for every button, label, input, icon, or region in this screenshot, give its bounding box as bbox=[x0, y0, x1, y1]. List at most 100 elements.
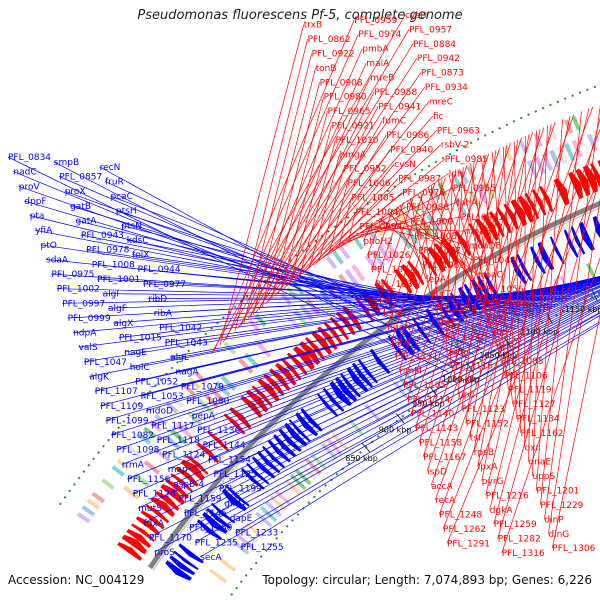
gene-label: algF bbox=[108, 304, 127, 314]
gene-label: proX bbox=[65, 187, 86, 197]
gene-leader-line bbox=[524, 135, 526, 448]
gene-label: pepA bbox=[192, 412, 216, 422]
gene-leader-line bbox=[309, 154, 340, 268]
gene-label: PFL_1156 bbox=[127, 475, 170, 485]
gene-label: algI bbox=[103, 290, 119, 300]
reverse-cds-arrow bbox=[369, 348, 391, 374]
gene-label: tsf bbox=[470, 434, 482, 444]
gene-label: PFL_1167 bbox=[423, 453, 466, 463]
feature-block bbox=[231, 539, 250, 555]
gene-label: PFL_0999 bbox=[68, 314, 111, 324]
feature-block bbox=[405, 227, 419, 245]
feature-block bbox=[264, 500, 282, 517]
gene-label: PFL_1052 bbox=[135, 377, 178, 387]
gene-label: PFL_1306 bbox=[552, 544, 595, 554]
forward-cds-arrow bbox=[539, 185, 554, 213]
gene-label: PFL_1216 bbox=[486, 491, 529, 501]
gene-label: PFL_1006 bbox=[348, 179, 391, 189]
gene-label: PFL_1008 bbox=[92, 260, 135, 270]
gene-label: rnc bbox=[493, 328, 507, 338]
gene-leader-line bbox=[202, 283, 600, 446]
gene-label: PFL_1118 bbox=[157, 436, 200, 446]
gene-leader-line bbox=[493, 117, 600, 525]
reverse-gene-labels: PFL_0834 smpB recN nadC PFL_0857 fruR proV proX… bbox=[8, 153, 284, 563]
gene-label: PFL_1085 bbox=[501, 357, 544, 367]
reverse-cds-arrow bbox=[570, 226, 586, 255]
feature-block bbox=[209, 568, 228, 584]
gene-label: rimM bbox=[399, 367, 422, 377]
gene-label: PFL_1106 bbox=[505, 371, 548, 381]
gene-label: PFL_0965 bbox=[328, 107, 371, 117]
gene-label: PFL_0958 bbox=[374, 88, 417, 98]
gene-label: PFL_0921 bbox=[332, 122, 375, 132]
forward-cds-arrow bbox=[269, 368, 291, 391]
gene-label: PFL_1005 bbox=[351, 194, 394, 204]
gene-leader-line bbox=[469, 139, 519, 438]
gene-leader-line bbox=[442, 128, 600, 530]
feature-block bbox=[245, 522, 263, 539]
gene-leader-line bbox=[382, 189, 425, 313]
gene-leader-line bbox=[243, 53, 312, 324]
gene-leader-line bbox=[536, 119, 563, 491]
gene-label: folX bbox=[132, 251, 149, 261]
gene-leader-line bbox=[398, 165, 468, 371]
feature-block bbox=[466, 166, 477, 181]
gene-leader-line bbox=[225, 34, 359, 340]
feature-block bbox=[293, 309, 308, 326]
feature-block bbox=[127, 445, 141, 458]
gene-label: sdaA bbox=[46, 255, 69, 265]
gene-label: PFL_1105 bbox=[403, 381, 446, 391]
gene-label: secA bbox=[200, 553, 222, 563]
gene-label: PFL_1050 bbox=[434, 304, 477, 314]
gene-label: ribD bbox=[148, 295, 167, 305]
kbp-tick-label: 950 kbp bbox=[412, 400, 445, 409]
feature-block bbox=[76, 512, 91, 524]
gene-leader-line bbox=[299, 139, 336, 276]
backbone-arc bbox=[147, 200, 600, 570]
gene-label: dinG bbox=[548, 530, 569, 540]
feature-block bbox=[217, 556, 236, 572]
forward-cds-arrow bbox=[126, 529, 151, 549]
forward-cds-arrow bbox=[323, 321, 343, 346]
gene-label: hmgA bbox=[340, 150, 367, 160]
backbone-inner-edge bbox=[152, 206, 600, 571]
gene-label: proS bbox=[154, 548, 175, 558]
gene-label: kdsC bbox=[127, 236, 149, 246]
gene-label: PFL_1143 bbox=[415, 424, 458, 434]
gene-leader-line bbox=[465, 144, 508, 424]
gene-leader-line bbox=[110, 195, 492, 344]
gene-label: maiA bbox=[366, 59, 390, 69]
feature-block bbox=[352, 236, 364, 250]
gene-leader-line bbox=[386, 183, 436, 328]
feature-block bbox=[401, 204, 413, 218]
gene-leader-line bbox=[427, 187, 489, 318]
kbp-tick-mark bbox=[591, 289, 598, 302]
gene-label: PFL_1229 bbox=[540, 501, 583, 511]
gene-label: ispD bbox=[427, 467, 447, 477]
gene-label: PFL_0977 bbox=[143, 280, 186, 290]
gene-leader-line bbox=[399, 204, 427, 280]
gene-label: PFL_1026 bbox=[367, 251, 410, 261]
gene-label: PFL_1012 bbox=[371, 266, 414, 276]
gene-label: rpsB bbox=[474, 448, 494, 458]
gene-leader-line bbox=[265, 86, 426, 305]
genome-summary: Topology: circular; Length: 7,074,893 bp… bbox=[262, 573, 592, 587]
gene-label: trxB bbox=[304, 21, 323, 31]
gene-leader-line bbox=[268, 91, 375, 302]
gene-leader-line bbox=[200, 321, 600, 558]
gene-leader-line bbox=[219, 24, 305, 346]
gene-leader-line bbox=[116, 279, 600, 451]
gene-label: rsbV-2 bbox=[441, 141, 470, 151]
gene-leader-line bbox=[293, 130, 438, 281]
gene-label: pdxJ bbox=[391, 338, 410, 348]
feature-block bbox=[289, 473, 307, 491]
gene-label: PFL_0940 bbox=[390, 146, 433, 156]
forward-cds-arrow bbox=[489, 211, 505, 238]
gene-leader-line bbox=[348, 211, 356, 239]
feature-block bbox=[495, 150, 506, 165]
gene-label: dxr bbox=[525, 443, 540, 453]
gene-label: pta bbox=[30, 212, 45, 222]
gene-leader-line bbox=[140, 276, 600, 397]
gene-leader-line bbox=[345, 206, 407, 242]
gene-label: PFL_0974 bbox=[358, 30, 401, 40]
